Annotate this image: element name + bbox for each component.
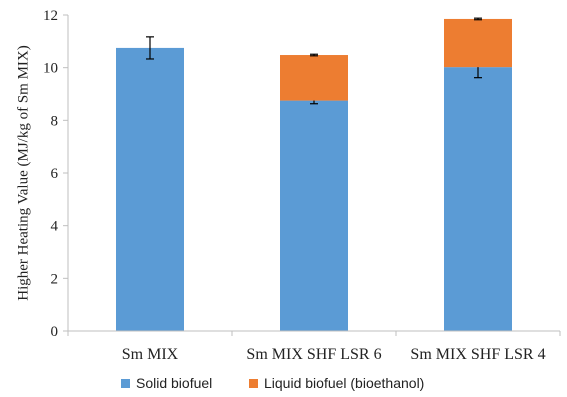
y-tick-label: 4 (51, 219, 59, 235)
y-tick-label: 10 (43, 61, 58, 77)
x-tick-label: Sm MIX SHF LSR 4 (410, 346, 545, 363)
y-tick-label: 2 (51, 271, 59, 287)
bar-liquid-biofuel (280, 55, 348, 101)
bar-solid-biofuel (444, 67, 512, 331)
y-axis: 0 2 4 6 8 10 12 (43, 8, 69, 340)
legend-swatch (121, 379, 130, 388)
error-bar (310, 53, 318, 57)
y-tick-label: 6 (51, 166, 59, 182)
error-bar (146, 36, 154, 60)
bar-solid-biofuel (280, 100, 348, 331)
y-tick-label: 0 (51, 324, 59, 340)
legend-swatch (249, 379, 258, 388)
y-tick-label: 8 (51, 113, 59, 129)
legend: Solid biofuel Liquid biofuel (bioethanol) (121, 375, 424, 391)
bar-solid-biofuel (116, 47, 184, 332)
legend-item: Liquid biofuel (bioethanol) (249, 375, 424, 391)
legend-label: Solid biofuel (136, 375, 212, 391)
x-axis: Sm MIX Sm MIX SHF LSR 6 Sm MIX SHF LSR 4 (67, 330, 561, 363)
x-tick-label: Sm MIX (122, 346, 179, 363)
legend-item: Solid biofuel (121, 375, 212, 391)
y-tick-label: 12 (43, 8, 58, 24)
plot-area (116, 17, 512, 332)
bar-liquid-biofuel (444, 18, 512, 68)
error-bar (474, 17, 482, 21)
y-axis-title: Higher Heating Value (MJ/kg of Sm MIX) (15, 45, 31, 301)
x-tick-label: Sm MIX SHF LSR 6 (246, 346, 381, 363)
legend-label: Liquid biofuel (bioethanol) (264, 375, 424, 391)
